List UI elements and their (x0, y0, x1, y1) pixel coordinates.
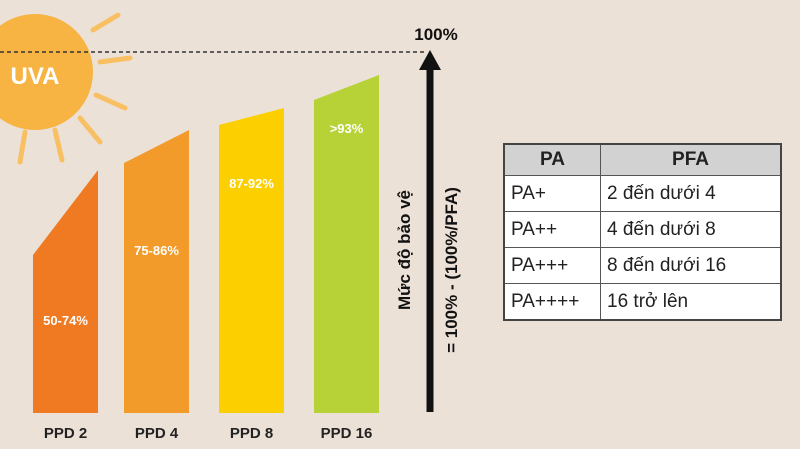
axis-label: Mức độ bảo vệ (395, 190, 414, 310)
header-row: PA PFA (503, 143, 782, 176)
column-header: PA (503, 143, 601, 176)
column-header: PFA (600, 143, 782, 176)
bar (314, 75, 379, 413)
bar-value-label: 87-92% (229, 176, 274, 191)
table-cell: 4 đến dưới 8 (600, 211, 782, 248)
table-row: PA++++ 16 trở lên (503, 283, 782, 321)
arrow-head (419, 50, 441, 70)
table-cell: PA++ (503, 211, 601, 248)
table-cell: 8 đến dưới 16 (600, 247, 782, 284)
bar (124, 130, 189, 413)
table-row: PA++ 4 đến dưới 8 (503, 211, 782, 248)
table-cell: 16 trở lên (600, 283, 782, 321)
table-cell: PA+ (503, 175, 601, 212)
formula: = 100% - (100%/PFA) (442, 187, 461, 353)
bar-label: PPD 8 (230, 425, 273, 442)
table-cell: PA++++ (503, 283, 601, 321)
top-label: 100% (414, 25, 457, 44)
bar (33, 170, 98, 413)
bar-value-label: 50-74% (43, 313, 88, 328)
badge: UVA (11, 63, 60, 90)
table-row: PA+ 2 đến dưới 4 (503, 175, 782, 212)
bar-value-label: 75-86% (134, 243, 179, 258)
bar-label: PPD 16 (321, 425, 373, 442)
bar (219, 108, 284, 413)
sun: UVA (0, 12, 133, 165)
bar-label: PPD 4 (135, 425, 179, 442)
table-cell: PA+++ (503, 247, 601, 284)
table-cell: 2 đến dưới 4 (600, 175, 782, 212)
bar-label: PPD 2 (44, 425, 87, 442)
table-row: PA+++ 8 đến dưới 16 (503, 247, 782, 284)
bar-value-label: >93% (330, 121, 364, 136)
pa-table: PA PFA PA+ 2 đến dưới 4 PA++ 4 đến dưới 8 PA… (503, 143, 782, 321)
